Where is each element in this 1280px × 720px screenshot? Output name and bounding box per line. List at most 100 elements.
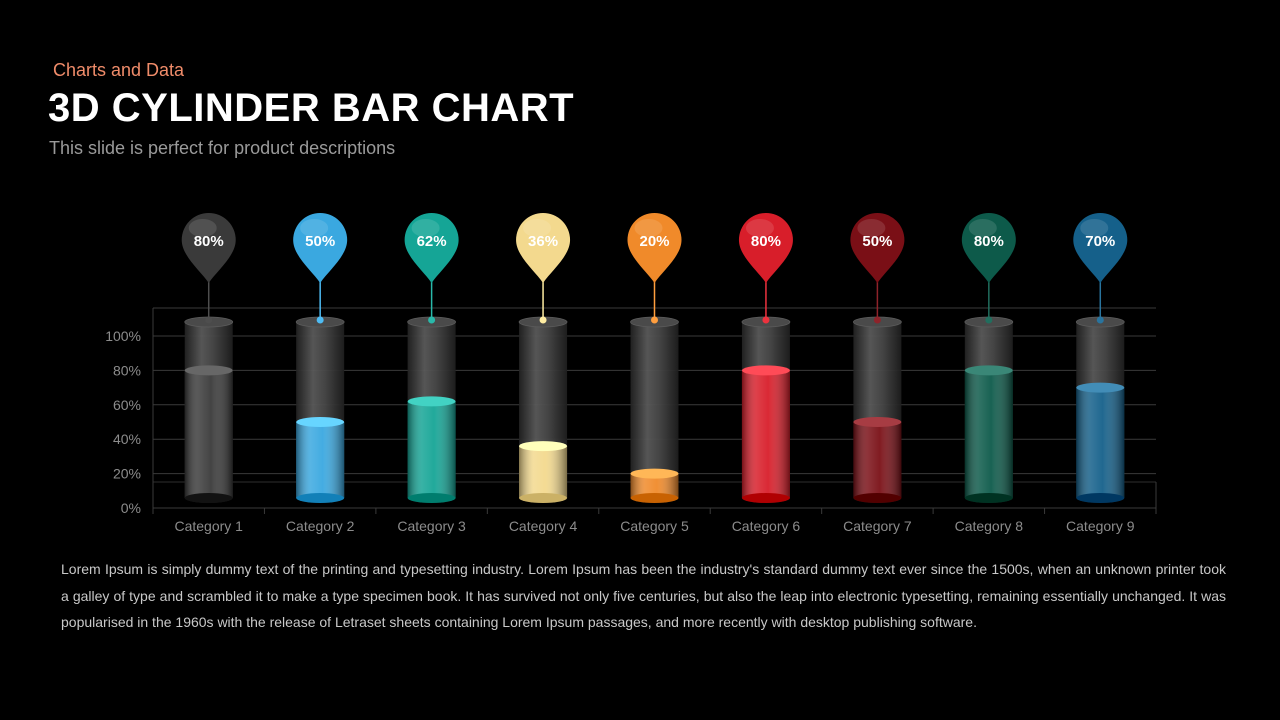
cylinder-bar [964,316,1014,503]
slide-title: 3D CYLINDER BAR CHART [48,86,575,130]
value-pin: 80% [961,213,1016,324]
pin-dot [1096,316,1104,324]
pin-dot [428,316,436,324]
category-label: Category 7 [843,518,912,534]
pin-dot [539,316,547,324]
bar-fill-bottom [407,493,456,503]
pin-highlight [523,219,552,237]
pin-highlight [188,219,217,237]
pin-dot [651,316,658,324]
pin-highlight [968,219,997,237]
bar-fill-shading [853,422,902,498]
pin-head [627,213,682,283]
bar-fill-shading [407,401,456,498]
bar-fill-top [964,365,1013,376]
bar-fill-bottom [853,493,902,503]
pin-head [1073,213,1128,283]
bar-fill-top [296,417,345,427]
cylinder-bar [852,316,902,503]
bar-fill-shading [1076,387,1125,498]
category-label: Category 3 [397,518,466,534]
pin-head [516,213,571,283]
value-pin: 80% [181,212,236,324]
pin-dot [762,316,770,324]
bar-fill-bottom [519,493,568,503]
cylinder-bar [1075,316,1125,503]
y-tick-label: 40% [113,431,141,447]
pin-dot [205,316,213,324]
slide-subtitle: This slide is perfect for product descri… [49,138,396,158]
pin-value-label: 20% [639,233,669,250]
pin-value-label: 36% [528,233,558,250]
value-pin: 62% [404,213,459,324]
bar-fill-bottom [296,493,345,503]
pin-head [961,213,1016,283]
pin-highlight [1080,219,1109,237]
value-pin: 36% [516,213,571,324]
y-tick-label: 100% [105,328,141,344]
pin-head [181,212,236,283]
bar-fill-shading [519,446,568,498]
pin-head [738,213,793,283]
cylinder-bar [518,316,568,503]
bar-fill-bottom [1076,493,1125,503]
cylinder-bar [184,316,234,503]
value-pin: 50% [293,213,348,324]
cylinder-bar [741,316,791,503]
bar-fill-bottom [630,493,679,503]
cylinder-bar [407,316,457,503]
category-label: Category 9 [1066,518,1135,534]
bar-fill-top [1076,382,1125,393]
pin-value-label: 80% [974,233,1004,250]
bar-fill-bottom [964,493,1013,503]
pin-highlight [857,219,886,237]
description-text: Lorem Ipsum is simply dummy text of the … [61,561,1226,630]
pin-head [850,213,905,283]
pin-dot [316,316,324,324]
bar-fill-shading [296,422,345,498]
pin-dot [873,316,881,324]
value-pin: 20% [627,213,682,324]
pin-value-label: 50% [862,233,892,250]
category-label: Category 4 [509,518,578,534]
bar-fill-top [184,365,233,376]
category-label: Category 5 [620,518,689,534]
cylinder-bar [630,316,679,503]
pin-dot [985,316,993,324]
y-tick-label: 80% [113,362,141,378]
y-tick-label: 0% [121,500,141,516]
bar-fill-top [741,365,790,376]
pin-value-label: 70% [1085,233,1115,250]
value-pin: 70% [1073,213,1128,324]
pin-head [293,213,348,283]
bar-fill-top [519,441,568,452]
value-pin: 80% [738,213,793,324]
cylinder-bar [295,316,345,503]
bar-fill-top [630,468,679,479]
y-tick-label: 20% [113,466,141,482]
pin-highlight [634,219,663,237]
bar-fill-top [853,417,902,427]
eyebrow-label: Charts and Data [53,60,185,80]
bar-fill-shading [184,370,233,498]
bar-fill-shading [964,370,1013,498]
pin-highlight [411,219,440,237]
bar-fill-bottom [184,493,233,503]
category-label: Category 1 [174,518,243,534]
y-tick-label: 60% [113,397,141,413]
category-label: Category 2 [286,518,355,534]
value-pin: 50% [850,213,905,324]
category-label: Category 8 [955,518,1024,534]
bar-fill-shading [741,370,790,498]
pin-value-label: 62% [417,233,447,250]
pin-head [404,213,459,283]
category-label: Category 6 [732,518,801,534]
pin-value-label: 80% [751,233,781,250]
bar-fill-bottom [741,493,790,503]
bar-fill-top [407,396,456,407]
pin-highlight [300,219,329,237]
pin-value-label: 80% [194,233,224,250]
pin-value-label: 50% [305,233,335,250]
pin-highlight [745,219,774,237]
